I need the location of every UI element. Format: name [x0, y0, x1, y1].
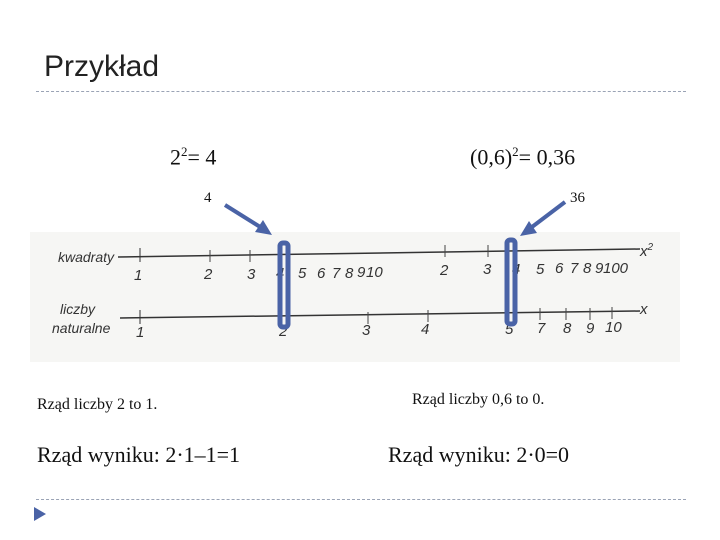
footer-divider [36, 499, 686, 500]
left-eq-base: 2 [170, 144, 181, 170]
left-eq-exponent: 2 [181, 144, 188, 159]
top-tick-b-8: 8 [583, 260, 592, 277]
top-tick-b-100: 100 [603, 260, 629, 277]
bottom-tick-4: 4 [421, 321, 429, 338]
top-tick-a-3: 3 [247, 266, 256, 283]
left-equation: 22= 4 [170, 144, 216, 170]
top-tick-b-7: 7 [570, 260, 579, 277]
bottom-tick-9: 9 [586, 320, 595, 337]
right-equation: (0,6)2= 0,36 [470, 144, 575, 170]
top-tick-a-10: 10 [366, 264, 383, 281]
left-result: Rząd wyniku: 2·1–1=1 [37, 442, 241, 467]
bottom-tick-8: 8 [563, 320, 572, 337]
left-cursor-marker [277, 240, 291, 330]
top-scale-symbol: x2 [639, 242, 654, 260]
top-tick-a-9: 9 [357, 264, 366, 281]
slide-title: Przykład [44, 50, 160, 83]
bottom-scale-label-line2: naturalne [52, 320, 111, 336]
bottom-scale-symbol: x [639, 301, 648, 318]
right-arrow [520, 200, 567, 236]
bottom-scale-label-line1: liczby [60, 301, 96, 317]
right-eq-exponent: 2 [512, 144, 519, 159]
bottom-tick-10: 10 [605, 319, 622, 336]
triangle-bullet-icon [34, 507, 46, 521]
top-tick-a-1: 1 [134, 267, 142, 284]
top-tick-a-6: 6 [317, 265, 326, 282]
top-tick-b-3: 3 [483, 261, 492, 278]
top-tick-b-5: 5 [536, 261, 545, 278]
bottom-scale-line [119, 310, 641, 319]
right-small-label: 36 [570, 190, 585, 206]
top-tick-a-7: 7 [332, 265, 341, 282]
left-eq-rhs: = 4 [187, 144, 217, 170]
bottom-tick-1: 1 [136, 324, 144, 341]
title-divider [36, 91, 686, 92]
left-small-label: 4 [204, 190, 212, 206]
top-tick-a-8: 8 [345, 265, 354, 282]
right-cursor-marker [504, 237, 518, 327]
right-result: Rząd wyniku: 2·0=0 [388, 442, 570, 467]
right-caption: Rząd liczby 0,6 to 0. [412, 391, 545, 408]
bottom-tick-5: 5 [505, 321, 514, 338]
left-caption: Rząd liczby 2 to 1. [37, 396, 158, 413]
top-scale-line [117, 248, 641, 258]
left-arrow [223, 203, 272, 235]
bottom-tick-7: 7 [537, 320, 546, 337]
bottom-tick-2: 2 [278, 323, 288, 340]
top-scale-label: kwadraty [58, 249, 115, 265]
right-eq-rhs: = 0,36 [518, 144, 576, 170]
scan-background [30, 232, 680, 362]
right-eq-base: (0,6) [470, 144, 513, 170]
top-tick-b-9: 9 [595, 260, 604, 277]
top-tick-b-6: 6 [555, 260, 564, 277]
top-scale-symbol-exp: 2 [647, 242, 654, 253]
top-tick-a-2: 2 [203, 266, 213, 283]
top-tick-b-2: 2 [439, 262, 449, 279]
top-tick-a-5: 5 [298, 265, 307, 282]
top-scale-symbol-base: x [639, 243, 648, 260]
bottom-tick-3: 3 [362, 322, 371, 339]
